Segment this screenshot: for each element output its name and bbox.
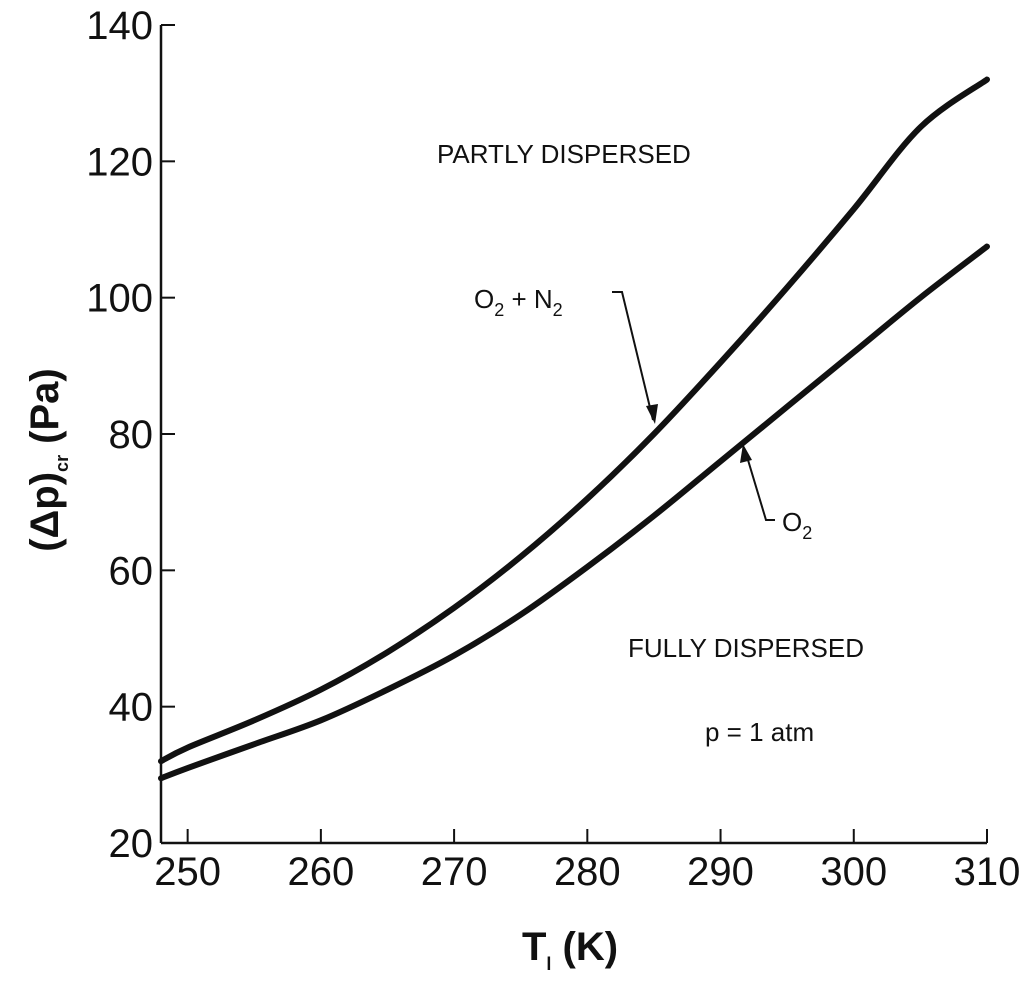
arrow-o2	[744, 449, 775, 521]
x-tick-label: 300	[820, 850, 887, 894]
x-axis-unit: (K)	[563, 925, 619, 969]
y-tick-label: 20	[109, 822, 154, 866]
arrow-o2-n2	[612, 291, 654, 421]
y-tick-label: 60	[109, 549, 154, 593]
series-label-o2: O2	[782, 507, 812, 543]
series-line-o2-n2	[158, 76, 990, 765]
partly-dispersed-label: PARTLY DISPERSED	[437, 139, 691, 169]
x-tick-label: 260	[287, 850, 354, 894]
x-tick-label: 280	[554, 850, 621, 894]
y-ticks: 20 40 60 80 100 120 140	[86, 4, 175, 866]
arrowhead-o2-n2	[646, 404, 658, 424]
y-axis-unit: (Pa)	[23, 368, 67, 444]
x-axis-title: Tl (K)	[522, 925, 618, 974]
x-ticks: 250 260 270 280 290 300 310	[154, 829, 1019, 894]
fully-dispersed-label: FULLY DISPERSED	[628, 633, 864, 663]
y-axis-title: (Δp)cr (Pa)	[23, 368, 72, 552]
x-axis-subscript: l	[546, 954, 551, 974]
y-tick-label: 40	[109, 686, 154, 730]
series-line-o2	[158, 243, 990, 782]
x-tick-label: 270	[421, 850, 488, 894]
y-tick-label: 100	[86, 277, 153, 321]
y-tick-label: 80	[109, 413, 154, 457]
series-lines	[158, 76, 990, 782]
y-tick-label: 140	[86, 4, 153, 48]
y-tick-label: 120	[86, 140, 153, 184]
y-axis-prefix: (Δp)	[23, 472, 67, 552]
x-tick-label: 290	[687, 850, 754, 894]
pressure-label: p = 1 atm	[705, 717, 814, 747]
x-tick-label: 310	[954, 850, 1019, 894]
y-axis-subscript: cr	[52, 455, 72, 472]
x-tick-label: 250	[154, 850, 221, 894]
x-axis-main: T	[522, 925, 546, 969]
series-label-o2-n2: O2 + N2	[474, 284, 563, 320]
arrowhead-o2	[740, 444, 752, 463]
